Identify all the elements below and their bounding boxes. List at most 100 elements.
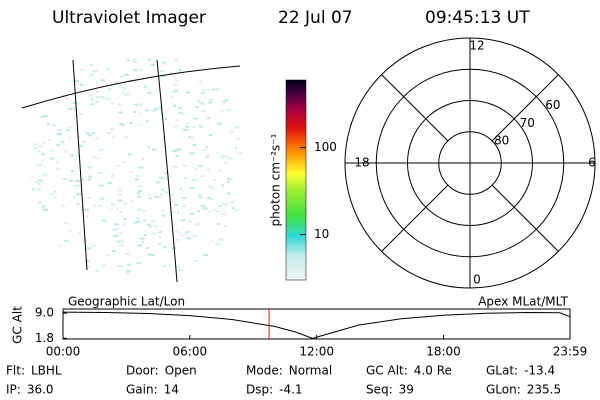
emission-pixel: [178, 112, 182, 114]
emission-pixel: [41, 205, 47, 207]
emission-pixel: [116, 208, 119, 211]
emission-pixel: [80, 68, 85, 71]
uv-image: [30, 58, 243, 274]
emission-pixel: [151, 232, 156, 235]
emission-pixel: [92, 132, 96, 135]
emission-pixel: [180, 219, 185, 222]
emission-pixel: [136, 195, 141, 198]
emission-pixel: [160, 193, 163, 196]
emission-pixel: [118, 193, 122, 196]
emission-pixel: [230, 201, 235, 204]
emission-pixel: [50, 149, 55, 152]
emission-pixel: [205, 146, 209, 149]
emission-pixel: [106, 97, 112, 100]
emission-pixel: [173, 204, 179, 206]
emission-pixel: [193, 259, 198, 262]
emission-pixel: [175, 266, 180, 269]
emission-pixel: [54, 190, 57, 193]
emission-pixel: [164, 191, 169, 193]
emission-pixel: [94, 69, 99, 72]
emission-pixel: [191, 178, 197, 181]
emission-pixel: [148, 59, 151, 62]
emission-pixel: [147, 92, 152, 94]
emission-pixel: [98, 172, 104, 174]
emission-pixel: [133, 111, 137, 113]
emission-pixel: [95, 269, 100, 272]
emission-pixel: [46, 123, 50, 126]
emission-pixel: [108, 88, 112, 91]
emission-pixel: [90, 64, 93, 67]
emission-pixel: [164, 118, 168, 121]
emission-pixel: [134, 178, 139, 181]
emission-pixel: [199, 80, 203, 83]
field-label: Door:: [126, 364, 159, 378]
title: Ultraviolet Imager: [52, 8, 206, 28]
emission-pixel: [212, 208, 216, 211]
field-label: Seq:: [366, 383, 393, 397]
emission-pixel: [194, 167, 197, 170]
emission-pixel: [164, 172, 170, 175]
emission-pixel: [178, 268, 183, 271]
emission-pixel: [222, 203, 228, 206]
emission-pixel: [215, 210, 221, 213]
x-tick-label: 06:00: [173, 345, 208, 359]
emission-pixel: [44, 115, 48, 118]
emission-pixel: [178, 107, 182, 110]
emission-pixel: [195, 106, 199, 109]
emission-pixel: [111, 135, 115, 138]
emission-pixel: [169, 72, 172, 75]
emission-pixel: [192, 234, 198, 237]
emission-pixel: [187, 220, 192, 223]
emission-pixel: [40, 115, 45, 118]
emission-pixel: [173, 83, 178, 86]
emission-pixel: [141, 240, 145, 243]
emission-pixel: [198, 197, 203, 200]
emission-pixel: [88, 134, 92, 137]
emission-pixel: [96, 90, 100, 93]
emission-pixel: [55, 168, 60, 171]
emission-pixel: [139, 124, 142, 127]
emission-pixel: [148, 253, 153, 256]
emission-pixel: [87, 265, 91, 268]
emission-pixel: [127, 93, 131, 96]
field-value: 4.0 Re: [414, 364, 452, 378]
emission-pixel: [124, 136, 129, 138]
emission-pixel: [79, 113, 83, 116]
emission-pixel: [192, 144, 197, 146]
emission-pixel: [41, 160, 44, 163]
emission-pixel: [81, 141, 87, 144]
emission-pixel: [99, 184, 104, 187]
polar-diagonal: [491, 74, 559, 142]
emission-pixel: [152, 109, 157, 112]
emission-pixel: [123, 202, 127, 205]
emission-pixel: [182, 204, 186, 207]
emission-pixel: [175, 80, 179, 83]
geo-grid-line: [21, 65, 241, 109]
emission-pixel: [224, 99, 229, 102]
emission-pixel: [221, 184, 225, 187]
emission-pixel: [119, 123, 124, 126]
emission-pixel: [147, 223, 151, 226]
emission-pixel: [191, 126, 197, 129]
emission-pixel: [161, 61, 166, 64]
emission-pixel: [122, 87, 126, 90]
emission-pixel: [117, 199, 123, 202]
emission-pixel: [73, 109, 76, 112]
emission-pixel: [150, 63, 155, 66]
emission-pixel: [122, 223, 127, 226]
emission-pixel: [172, 211, 176, 214]
emission-pixel: [64, 150, 67, 153]
emission-pixel: [90, 103, 95, 106]
mlt-label: 6: [588, 156, 596, 170]
field-value: 235.5: [527, 383, 561, 397]
emission-pixel: [161, 209, 164, 212]
emission-pixel: [175, 155, 179, 158]
field-value: Open: [165, 364, 197, 378]
emission-pixel: [172, 104, 177, 107]
emission-pixel: [107, 182, 112, 185]
geo-grid-line: [156, 59, 178, 283]
emission-pixel: [195, 180, 198, 183]
emission-pixel: [41, 153, 45, 156]
date: 22 Jul 07: [278, 8, 353, 28]
field-value: 36.0: [27, 383, 54, 397]
